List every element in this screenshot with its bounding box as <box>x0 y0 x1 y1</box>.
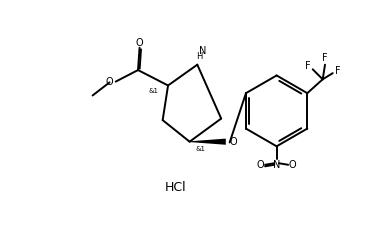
Text: O: O <box>257 160 264 170</box>
Polygon shape <box>189 139 226 145</box>
Text: F: F <box>305 61 311 71</box>
Text: O: O <box>136 38 143 48</box>
Text: F: F <box>335 66 340 76</box>
Text: HCl: HCl <box>165 181 186 194</box>
Text: O: O <box>230 137 237 147</box>
Text: H: H <box>196 52 202 61</box>
Text: N: N <box>199 46 206 56</box>
Text: O: O <box>289 160 296 170</box>
Text: &1: &1 <box>195 146 205 152</box>
Text: &1: &1 <box>149 88 159 94</box>
Text: O: O <box>106 77 113 87</box>
Text: N: N <box>273 160 280 170</box>
Text: F: F <box>322 53 328 63</box>
